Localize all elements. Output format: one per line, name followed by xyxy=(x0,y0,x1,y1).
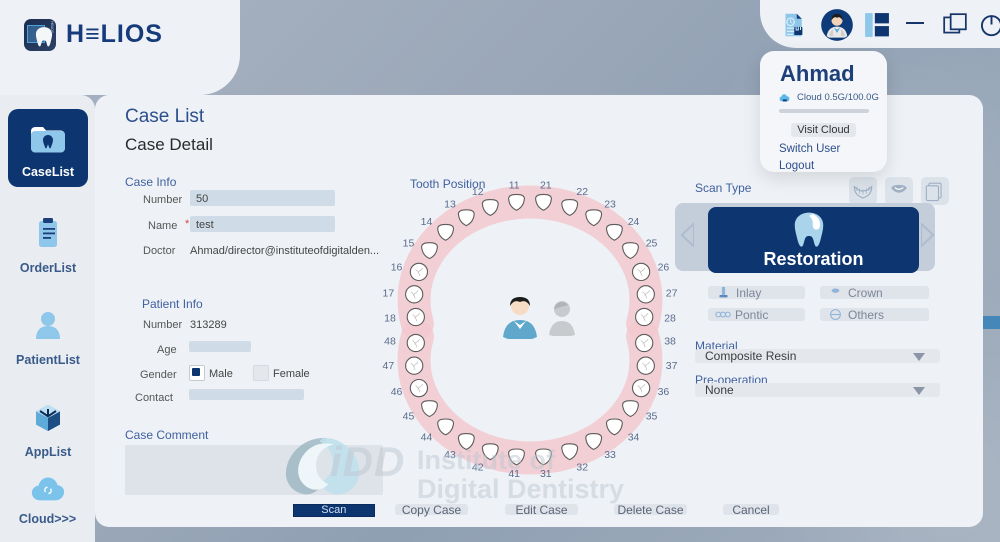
svg-text:28: 28 xyxy=(664,312,676,324)
svg-text:33: 33 xyxy=(604,449,616,461)
svg-text:34: 34 xyxy=(628,432,640,444)
svg-text:21: 21 xyxy=(540,180,552,192)
svg-text:38: 38 xyxy=(664,335,676,347)
svg-text:48: 48 xyxy=(384,335,396,347)
svg-text:15: 15 xyxy=(403,237,415,249)
svg-text:32: 32 xyxy=(576,461,588,473)
svg-text:47: 47 xyxy=(383,360,395,372)
svg-text:26: 26 xyxy=(658,261,670,273)
svg-text:14: 14 xyxy=(421,216,433,228)
svg-text:16: 16 xyxy=(391,261,403,273)
svg-text:25: 25 xyxy=(646,237,658,249)
svg-text:24: 24 xyxy=(628,216,640,228)
svg-text:23: 23 xyxy=(604,198,616,210)
svg-text:45: 45 xyxy=(403,410,415,422)
svg-text:35: 35 xyxy=(646,410,658,422)
svg-text:11: 11 xyxy=(509,180,520,192)
svg-text:37: 37 xyxy=(666,360,678,372)
svg-text:13: 13 xyxy=(444,198,456,210)
svg-text:17: 17 xyxy=(383,288,395,300)
svg-text:44: 44 xyxy=(421,432,433,444)
svg-text:27: 27 xyxy=(666,288,678,300)
svg-text:36: 36 xyxy=(658,386,670,398)
svg-text:46: 46 xyxy=(391,386,403,398)
svg-text:22: 22 xyxy=(576,186,588,198)
svg-text:18: 18 xyxy=(384,312,396,324)
